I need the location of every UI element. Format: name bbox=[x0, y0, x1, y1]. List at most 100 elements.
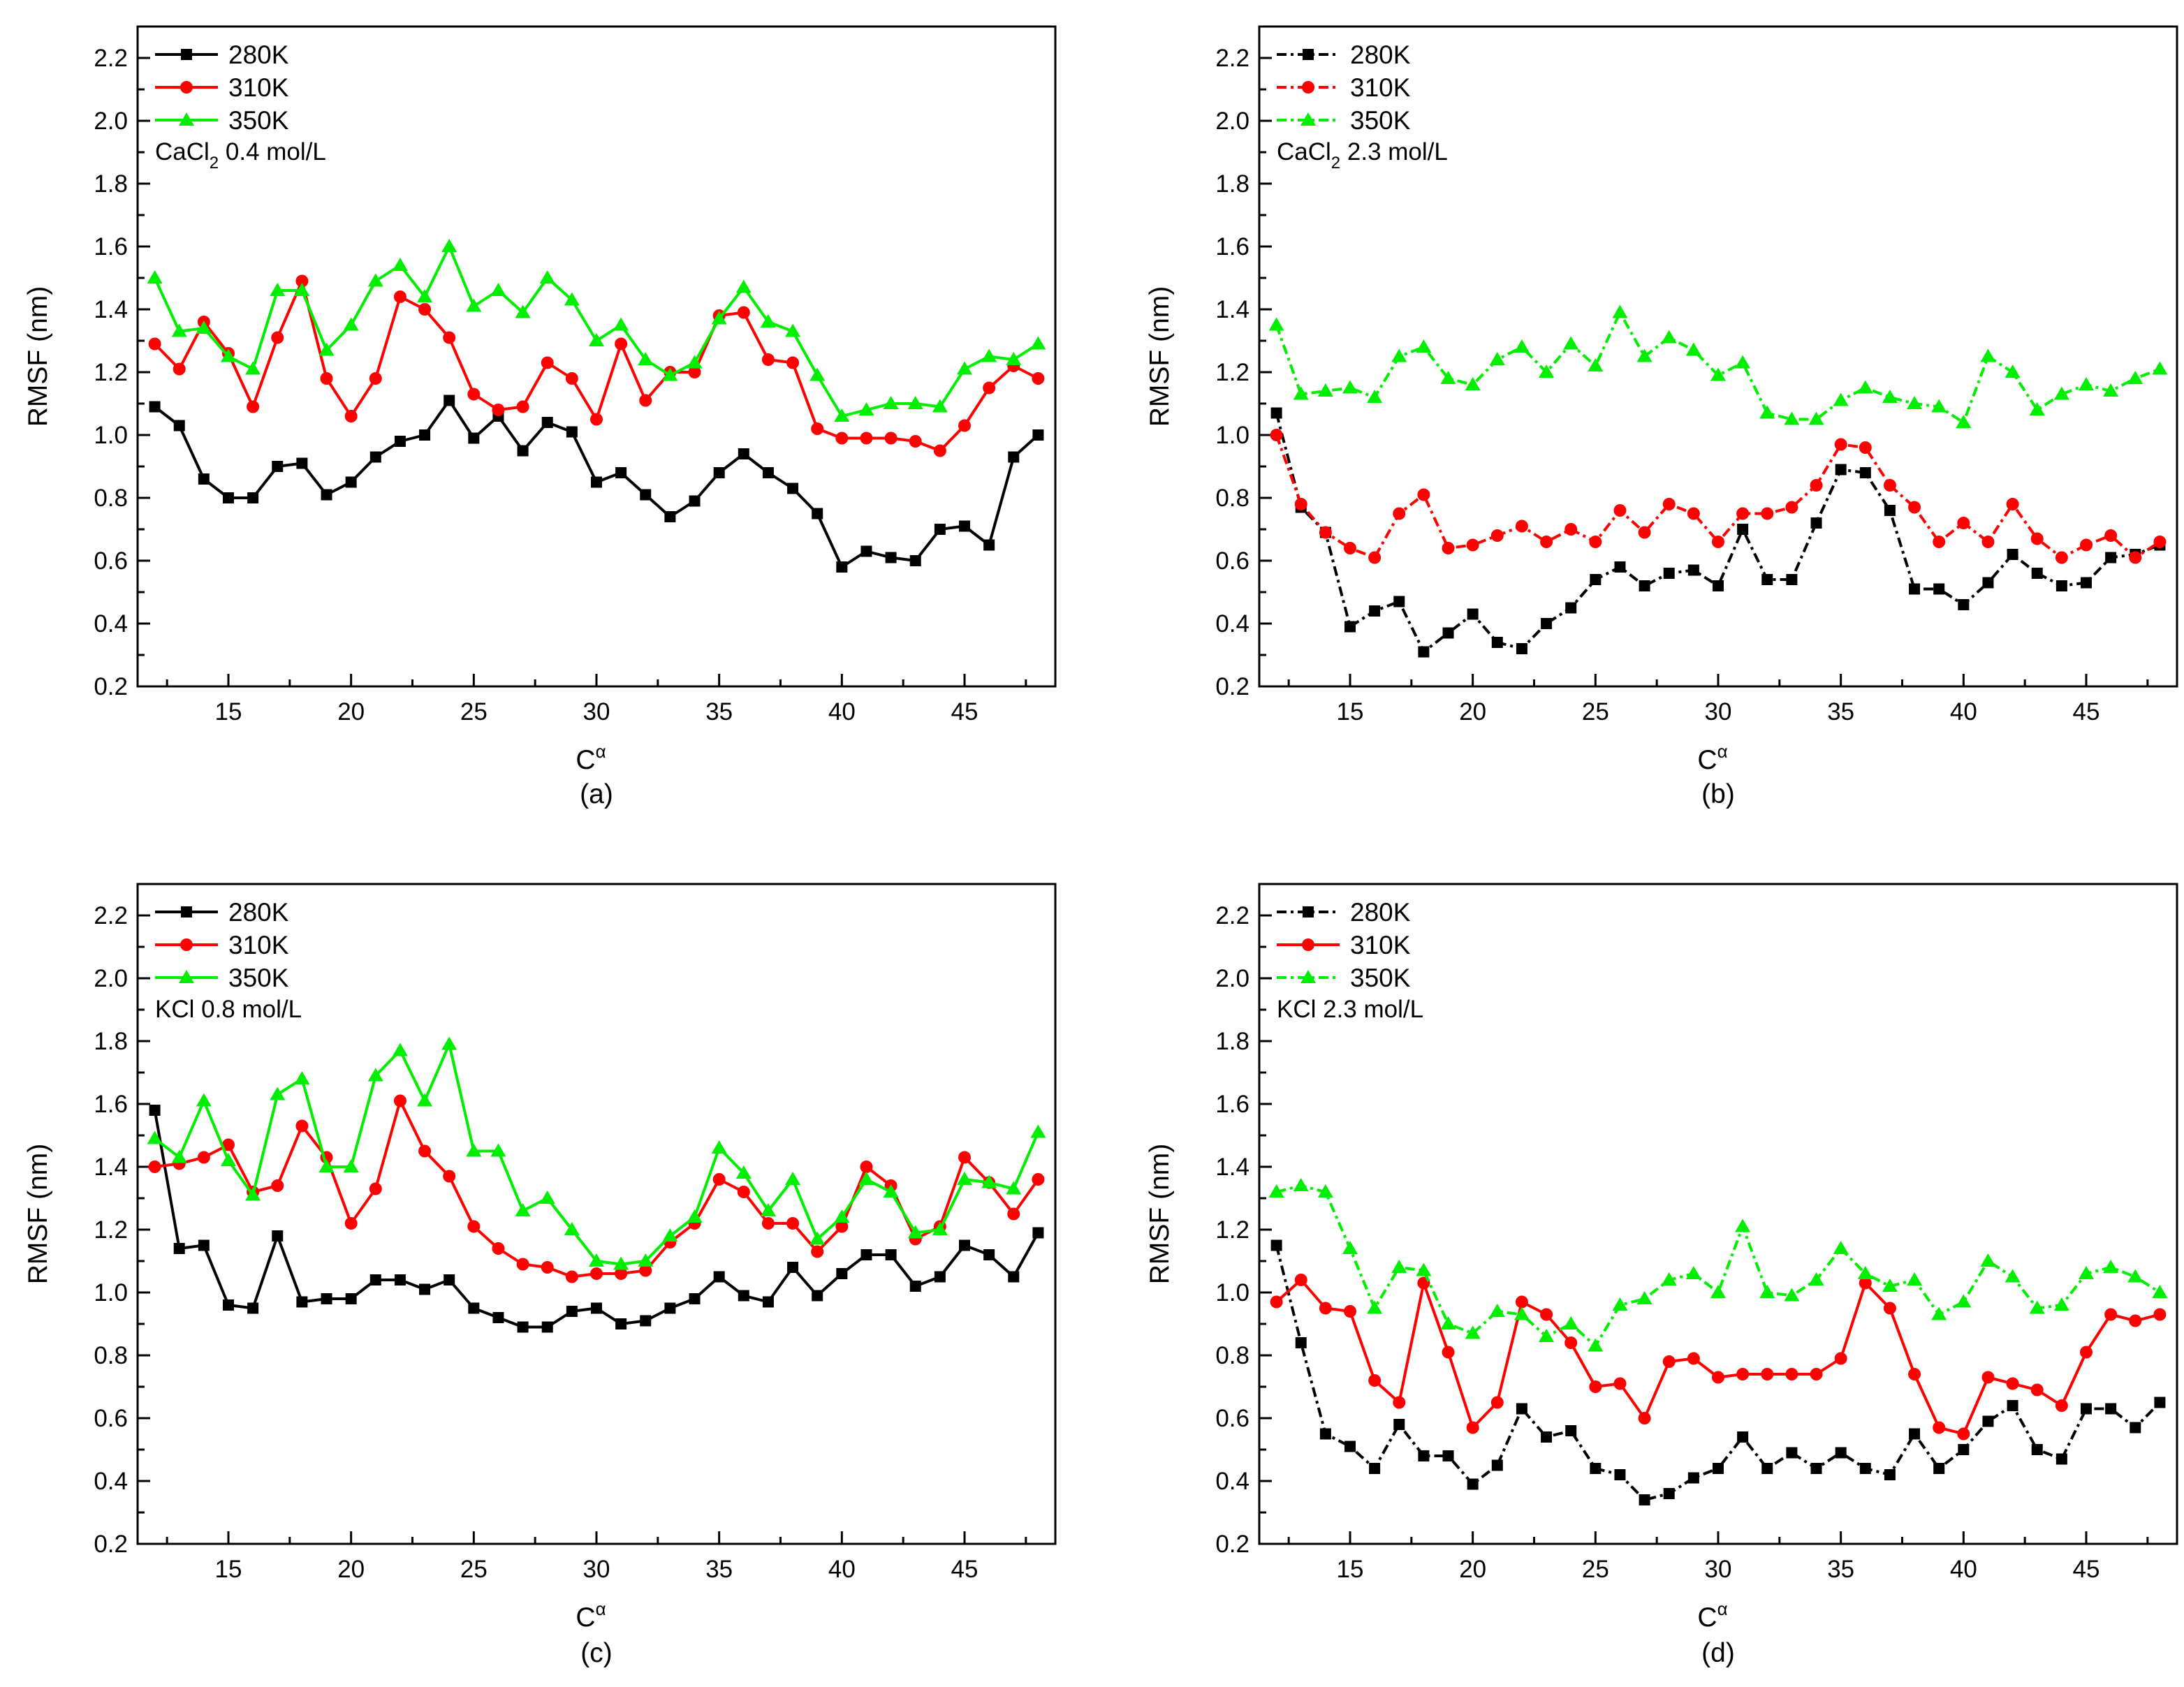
annotation-main: KCl 2.3 mol/L bbox=[1277, 996, 1423, 1023]
data-point bbox=[932, 1222, 948, 1235]
data-point bbox=[711, 311, 727, 325]
data-point bbox=[1687, 564, 1699, 576]
data-point bbox=[1514, 1306, 1530, 1320]
data-point bbox=[664, 511, 676, 522]
data-point bbox=[2005, 364, 2021, 378]
data-point bbox=[1268, 1184, 1284, 1198]
data-point bbox=[785, 1172, 801, 1185]
data-point bbox=[517, 1321, 529, 1333]
data-point bbox=[1515, 1295, 1528, 1309]
data-point bbox=[294, 1071, 310, 1084]
y-tick-label: 2.2 bbox=[1215, 902, 1249, 929]
data-point bbox=[1490, 529, 1504, 542]
legend: 280K 310K 350K bbox=[1277, 40, 1411, 135]
x-tick-label: 25 bbox=[460, 1556, 488, 1583]
data-point bbox=[467, 1220, 481, 1233]
panel-label: (a) bbox=[580, 779, 613, 809]
data-point bbox=[1857, 380, 1873, 394]
data-point bbox=[811, 422, 824, 435]
data-point bbox=[345, 476, 357, 488]
data-point bbox=[1687, 507, 1700, 520]
data-point bbox=[1981, 1371, 1995, 1384]
data-point bbox=[1933, 1421, 1946, 1434]
series-350K bbox=[147, 239, 1046, 422]
data-point bbox=[2127, 1269, 2143, 1283]
legend-label: 310K bbox=[1350, 73, 1411, 102]
data-point bbox=[884, 432, 897, 445]
annotation-sub: 2 bbox=[1331, 154, 1340, 172]
data-point bbox=[173, 420, 185, 432]
data-point bbox=[318, 1159, 335, 1172]
annotation-main: CaCl bbox=[1277, 138, 1331, 165]
panel-1: 15 20 25 30 35 40 45 0.2 0.4 0.6 0.8 1.0 1.2 1.4 1.6 1.… bbox=[1145, 25, 2178, 809]
annotation-rest: 0.4 mol/L bbox=[219, 138, 326, 165]
data-point bbox=[615, 467, 627, 478]
x-tick-label: 20 bbox=[1459, 698, 1486, 725]
x-tick-label: 25 bbox=[1582, 698, 1609, 725]
data-point bbox=[1416, 1262, 1432, 1276]
data-point bbox=[934, 524, 946, 535]
data-point bbox=[1418, 646, 1430, 658]
data-point bbox=[1907, 1272, 1923, 1285]
data-point bbox=[220, 1153, 236, 1166]
data-point bbox=[639, 1264, 652, 1277]
data-point bbox=[2080, 538, 2093, 552]
data-point bbox=[860, 432, 873, 445]
data-point bbox=[761, 1217, 775, 1230]
condition-annotation: CaCl2 2.3 mol/L bbox=[1277, 138, 1448, 172]
data-point bbox=[1712, 536, 1724, 548]
data-point bbox=[2103, 383, 2119, 397]
data-point bbox=[1588, 1338, 1604, 1352]
data-point bbox=[2005, 1269, 2021, 1283]
data-point bbox=[1515, 520, 1528, 533]
data-point bbox=[1835, 464, 1847, 476]
data-point bbox=[1491, 637, 1503, 648]
data-point bbox=[1909, 583, 1921, 595]
data-point bbox=[1342, 380, 1358, 394]
series-280K bbox=[1270, 1239, 2166, 1505]
data-point bbox=[565, 1270, 578, 1283]
data-point bbox=[468, 432, 480, 444]
x-axis-title-main: C bbox=[1697, 1603, 1717, 1633]
data-point bbox=[2055, 1399, 2068, 1412]
data-point bbox=[809, 1231, 826, 1245]
data-point bbox=[1759, 405, 1775, 419]
data-point bbox=[885, 552, 897, 563]
data-point bbox=[441, 239, 457, 252]
legend-marker bbox=[180, 81, 193, 94]
data-point bbox=[689, 1293, 701, 1304]
x-tick-label: 30 bbox=[583, 1556, 610, 1583]
data-point bbox=[591, 1302, 602, 1314]
data-point bbox=[1761, 1463, 1773, 1474]
data-point bbox=[1006, 352, 1022, 365]
legend-label: 350K bbox=[1350, 106, 1411, 135]
data-point bbox=[613, 317, 629, 331]
data-point bbox=[418, 1144, 432, 1158]
data-point bbox=[1293, 1178, 1309, 1191]
x-tick-label: 35 bbox=[705, 698, 733, 725]
data-point bbox=[321, 1293, 332, 1304]
data-point bbox=[932, 399, 948, 413]
data-point bbox=[589, 333, 604, 346]
data-point bbox=[1270, 1239, 1282, 1251]
data-point bbox=[517, 445, 529, 457]
data-point bbox=[957, 361, 973, 375]
x-tick-label: 20 bbox=[337, 1556, 365, 1583]
data-point bbox=[2129, 1314, 2142, 1327]
data-point bbox=[2029, 402, 2045, 415]
data-point bbox=[1980, 348, 1996, 362]
data-point bbox=[1368, 1374, 1382, 1387]
data-point bbox=[418, 303, 432, 316]
y-tick-label: 0.2 bbox=[1215, 1531, 1249, 1558]
x-tick-label: 35 bbox=[1827, 1556, 1854, 1583]
x-tick-label: 45 bbox=[2073, 698, 2100, 725]
data-point bbox=[515, 1203, 531, 1216]
data-point bbox=[1662, 1355, 1676, 1368]
legend-marker bbox=[181, 49, 192, 60]
data-point bbox=[417, 1093, 433, 1107]
data-point bbox=[934, 1271, 946, 1283]
series-310K bbox=[1270, 429, 2167, 564]
x-axis-title: Cα bbox=[576, 741, 606, 775]
data-point bbox=[1590, 574, 1602, 585]
data-point bbox=[1539, 364, 1555, 378]
